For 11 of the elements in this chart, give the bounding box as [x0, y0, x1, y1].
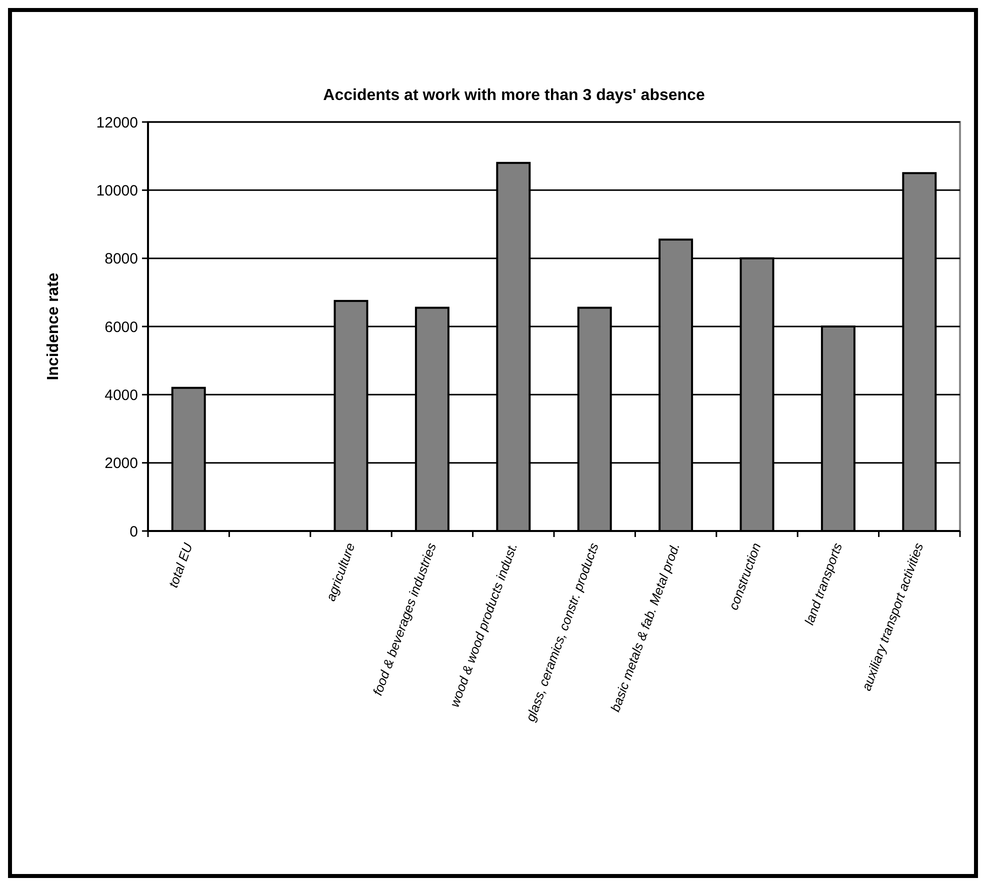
y-tick-label: 0 [130, 523, 138, 540]
y-tick-label: 6000 [104, 318, 138, 336]
x-tick-label: basic metals & fab. Metal prod. [607, 540, 683, 714]
y-tick-label: 12000 [96, 114, 138, 132]
y-tick-label: 4000 [104, 386, 138, 404]
y-tick-label: 2000 [104, 455, 138, 472]
y-tick-label: 10000 [96, 182, 138, 200]
y-axis-title: Incidence rate [45, 272, 62, 380]
y-tick-label: 8000 [104, 250, 138, 268]
x-tick-label: total EU [166, 540, 196, 590]
chart-title: Accidents at work with more than 3 days' absence [323, 87, 705, 104]
